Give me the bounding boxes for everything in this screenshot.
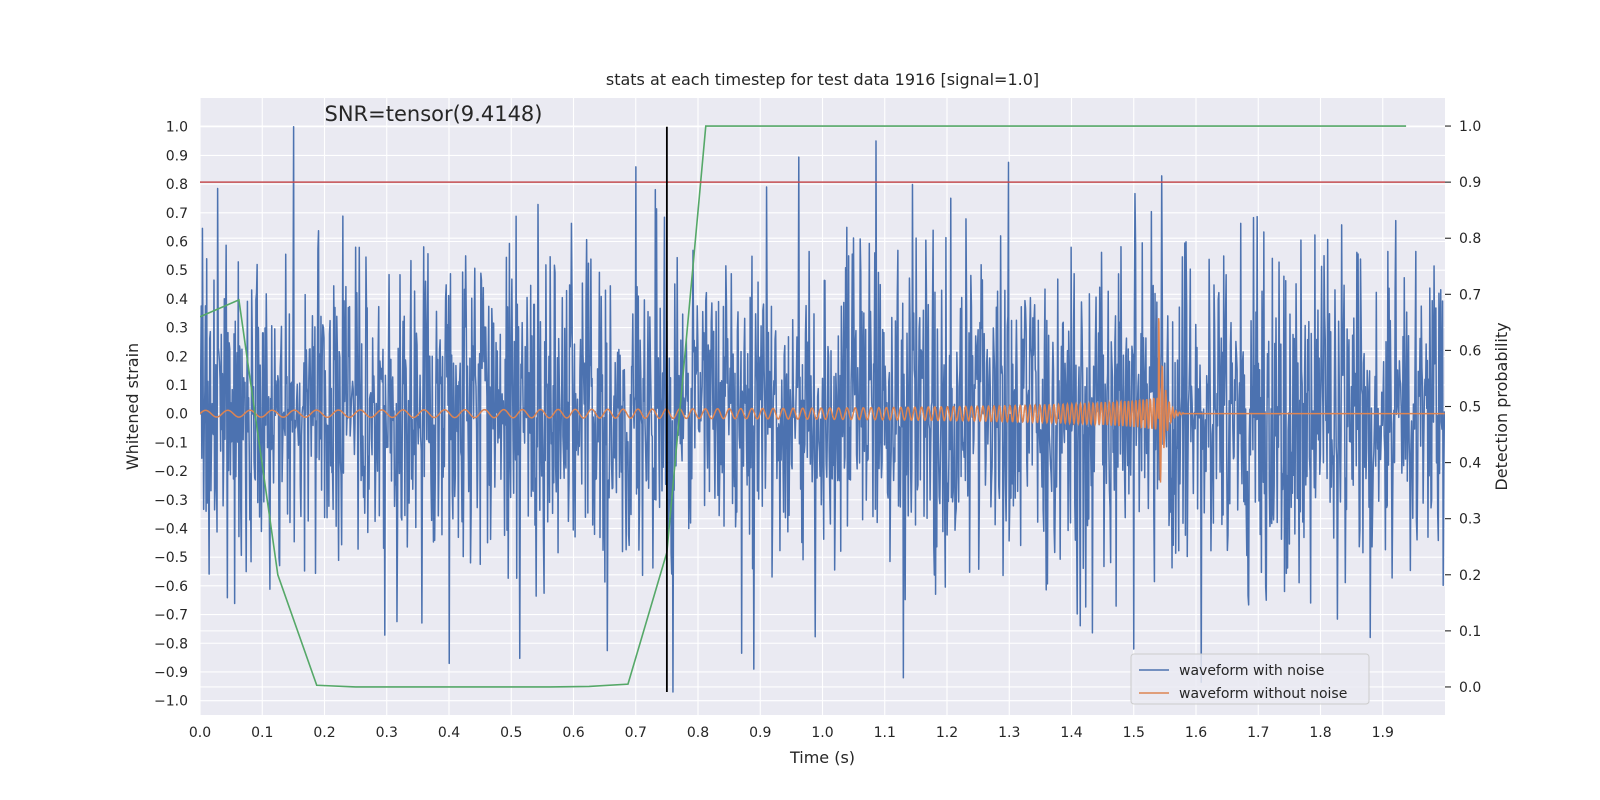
line-waveform-with-noise	[200, 125, 1445, 693]
y-tick-label: −0.9	[154, 665, 188, 681]
y-tick-label: −0.3	[154, 493, 188, 509]
y2-tick-label: 0.6	[1459, 343, 1481, 359]
y-tick-label: 0.8	[166, 177, 188, 193]
y-tick-label: 0.9	[166, 148, 188, 164]
y-tick-label: −1.0	[154, 694, 188, 710]
x-tick-label: 0.2	[313, 725, 335, 741]
y-tick-label: 1.0	[166, 120, 188, 136]
y2-tick-label: 0.0	[1459, 680, 1481, 696]
x-axis-ticks: 0.0 0.1 0.2 0.3 0.4 0.5 0.6 0.7 0.8 0.9 1.0 1.1 1.2 1…	[189, 725, 1394, 741]
series-waveform-with-noise	[200, 125, 1445, 693]
x-tick-label: 1.5	[1123, 725, 1145, 741]
y2-tick-label: 0.8	[1459, 231, 1481, 247]
y2-tick-label: 0.4	[1459, 456, 1481, 472]
y-tick-label: 0.6	[166, 234, 188, 250]
y-tick-label: −0.8	[154, 636, 188, 652]
x-tick-label: 1.1	[874, 725, 896, 741]
y2-tick-label: 0.5	[1459, 400, 1481, 416]
x-tick-label: 0.0	[189, 725, 211, 741]
series-detection-probability	[200, 125, 1407, 688]
y-axis-label: Whitened strain	[123, 343, 142, 470]
y-tick-label: 0.7	[166, 206, 188, 222]
legend-label-waveform-with-noise: waveform with noise	[1179, 663, 1324, 679]
x-tick-label: 0.6	[562, 725, 584, 741]
x-tick-label: 0.9	[749, 725, 771, 741]
y2-tick-label: 0.7	[1459, 287, 1481, 303]
y-tick-label: 0.5	[166, 263, 188, 279]
x-tick-label: 1.0	[811, 725, 833, 741]
y-tick-label: −0.7	[154, 608, 188, 624]
y2-tick-label: 0.2	[1459, 568, 1481, 584]
x-tick-label: 0.8	[687, 725, 709, 741]
y-tick-label: 0.0	[166, 407, 188, 423]
y-tick-label: −0.1	[154, 435, 188, 451]
y2-tick-label: 0.9	[1459, 175, 1481, 191]
y2-tick-label: 0.1	[1459, 624, 1481, 640]
x-axis-label: Time (s)	[789, 748, 855, 767]
x-tick-label: 1.4	[1060, 725, 1082, 741]
x-tick-label: 1.2	[936, 725, 958, 741]
legend-box	[1130, 653, 1370, 705]
x-tick-label: 0.4	[438, 725, 460, 741]
x-tick-label: 0.1	[251, 725, 273, 741]
series-waveform-without-noise	[200, 318, 1445, 483]
y-tick-label: 0.1	[166, 378, 188, 394]
y-tick-label: 0.4	[166, 292, 188, 308]
legend-label-waveform-without-noise: waveform without noise	[1179, 686, 1347, 702]
y-tick-label: −0.4	[154, 521, 188, 537]
x-tick-label: 1.7	[1247, 725, 1269, 741]
snr-annotation: SNR=tensor(9.4148)	[325, 102, 543, 126]
line-detection-probability	[200, 125, 1407, 688]
y2-tick-label: 0.3	[1459, 512, 1481, 528]
line-waveform-without-noise	[200, 318, 1445, 483]
x-tick-label: 1.3	[998, 725, 1020, 741]
y-tick-label: −0.2	[154, 464, 188, 480]
y-axis-ticks: −1.0 −0.9 −0.8 −0.7 −0.6 −0.5 −0.4 −0.3 −0.2 −0.1…	[154, 120, 188, 710]
reference-lines	[200, 126, 1445, 693]
y2-tick-label: 1.0	[1459, 119, 1481, 135]
x-tick-label: 1.8	[1309, 725, 1331, 741]
plot-content	[200, 125, 1445, 693]
x-tick-label: 0.3	[376, 725, 398, 741]
y-tick-label: 0.3	[166, 321, 188, 337]
y-tick-label: 0.2	[166, 349, 188, 365]
y2-axis-label: Detection probability	[1492, 322, 1511, 490]
y-tick-label: −0.5	[154, 550, 188, 566]
chart-title: stats at each timestep for test data 191…	[606, 70, 1039, 89]
y-tick-label: −0.6	[154, 579, 188, 595]
legend: waveform with noise waveform without noi…	[1130, 653, 1370, 705]
x-tick-label: 0.5	[500, 725, 522, 741]
x-tick-label: 1.9	[1372, 725, 1394, 741]
grid-lines	[199, 98, 1445, 715]
x-tick-label: 0.7	[625, 725, 647, 741]
y2-axis-ticks: 0.0 0.1 0.2 0.3 0.4 0.5 0.6 0.7 0.8 0.9 1.0	[1445, 119, 1481, 696]
x-tick-label: 1.6	[1185, 725, 1207, 741]
